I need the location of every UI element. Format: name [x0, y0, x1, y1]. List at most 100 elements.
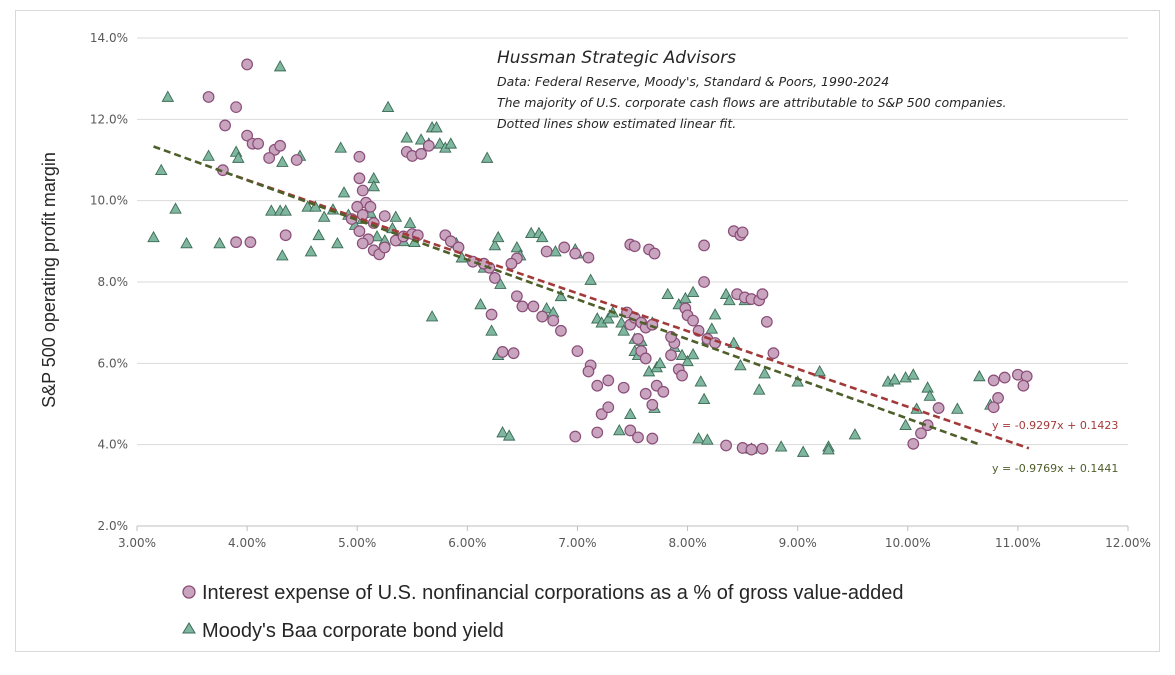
data-point-baa	[617, 324, 630, 336]
data-point-baa	[367, 180, 381, 192]
data-point-baa	[602, 312, 615, 324]
data-point-interest	[602, 401, 615, 414]
data-point-interest	[356, 184, 369, 197]
data-point-interest	[378, 210, 391, 223]
data-point-baa	[774, 440, 788, 452]
data-point-interest	[736, 226, 749, 239]
data-point-baa	[502, 429, 516, 441]
data-point-interest	[279, 229, 292, 242]
annotation-title: Hussman Strategic Advisors	[497, 48, 736, 68]
annotation-line-2: The majority of U.S. corporate cash flow…	[497, 95, 1007, 110]
data-point-baa	[154, 163, 168, 176]
data-point-baa	[708, 308, 722, 320]
legend-label-baa: Moody's Baa corporate bond yield	[202, 620, 504, 642]
y-tick-label: 6.0%	[98, 356, 129, 370]
data-point-baa	[381, 100, 395, 112]
annotation-line-3: Dotted lines show estimated linear fit.	[497, 116, 736, 131]
data-point-baa	[697, 392, 711, 404]
data-point-baa	[494, 277, 507, 289]
trend-equation-baa: y = -0.9769x + 0.1441	[992, 462, 1118, 475]
data-point-interest	[378, 241, 391, 254]
legend-triangle-marker	[182, 622, 196, 634]
data-point-baa	[624, 407, 637, 420]
data-point-interest	[648, 247, 661, 260]
data-point-baa	[161, 90, 175, 102]
data-point-interest	[263, 152, 276, 164]
data-point-interest	[756, 442, 769, 455]
data-point-interest	[1017, 379, 1030, 392]
data-point-interest	[536, 310, 549, 323]
data-point-interest	[602, 374, 615, 387]
data-point-interest	[987, 401, 1000, 414]
x-tick-label: 3.00%	[118, 536, 156, 550]
data-point-interest	[241, 129, 254, 142]
data-point-interest	[591, 379, 604, 392]
data-point-baa	[202, 149, 215, 161]
data-point-interest	[569, 430, 582, 443]
data-point-baa	[169, 202, 182, 214]
y-tick-label: 4.0%	[98, 438, 129, 452]
data-point-interest	[202, 91, 215, 103]
data-point-baa	[694, 375, 708, 387]
data-point-baa	[331, 236, 344, 249]
data-point-baa	[232, 151, 245, 163]
x-tick-label: 4.00%	[228, 536, 266, 550]
data-point-interest	[582, 251, 595, 264]
data-point-interest	[485, 308, 498, 321]
data-point-baa	[615, 316, 628, 328]
data-point-baa	[425, 310, 439, 322]
data-point-interest	[665, 349, 677, 362]
trend-lines	[153, 145, 1030, 450]
gridlines	[137, 37, 1128, 527]
data-point-interest	[356, 237, 369, 250]
data-point-baa	[496, 426, 509, 438]
data-point-interest	[415, 147, 427, 160]
data-point-interest	[353, 172, 366, 185]
data-point-baa	[312, 228, 325, 241]
data-point-baa	[213, 236, 226, 249]
x-tick-label: 6.00%	[448, 536, 486, 550]
x-tick-label: 8.00%	[668, 536, 706, 550]
data-point-baa	[389, 210, 403, 222]
data-point-baa	[921, 381, 934, 393]
data-point-interest	[496, 346, 509, 358]
data-point-baa	[758, 367, 771, 379]
data-point-baa	[549, 245, 562, 257]
data-point-interest	[569, 247, 582, 260]
data-point-interest	[646, 398, 659, 411]
data-point-baa	[317, 210, 331, 222]
data-point-interest	[617, 381, 630, 394]
x-tick-label: 5.00%	[338, 536, 376, 550]
y-tick-label: 2.0%	[98, 519, 129, 533]
data-point-baa	[686, 285, 700, 298]
data-point-baa	[309, 200, 322, 212]
data-point-baa	[653, 356, 667, 369]
data-point-baa	[430, 121, 443, 133]
data-point-interest	[547, 314, 560, 327]
data-point-interest	[274, 139, 287, 152]
x-tick-label: 12.00%	[1105, 536, 1151, 550]
data-point-interest	[582, 365, 595, 378]
data-points	[147, 58, 1033, 457]
legend-item-baa: Moody's Baa corporate bond yield	[182, 620, 504, 642]
x-tick-label: 11.00%	[995, 536, 1041, 550]
data-point-interest	[657, 385, 670, 398]
data-point-interest	[998, 371, 1011, 384]
legend-label-interest: Interest expense of U.S. nonfinancial co…	[202, 582, 904, 604]
scatter-chart: 2.0% 4.0% 6.0% 8.0% 10.0% 12.0% 14.0% 3.00% 4.00…	[39, 31, 1151, 642]
data-point-interest	[639, 387, 652, 400]
data-point-baa	[524, 226, 538, 239]
data-point-interest	[646, 432, 659, 445]
data-point-interest	[932, 402, 945, 414]
x-tick-label: 9.00%	[779, 536, 817, 550]
data-point-interest	[290, 154, 303, 166]
data-point-interest	[540, 245, 553, 258]
data-point-interest	[507, 347, 520, 360]
data-point-interest	[571, 345, 584, 358]
legend: Interest expense of U.S. nonfinancial co…	[182, 582, 904, 642]
data-point-interest	[720, 439, 732, 452]
data-point-baa	[276, 249, 289, 261]
data-point-interest	[488, 272, 501, 284]
data-point-interest	[230, 101, 243, 114]
data-point-baa	[796, 445, 810, 457]
